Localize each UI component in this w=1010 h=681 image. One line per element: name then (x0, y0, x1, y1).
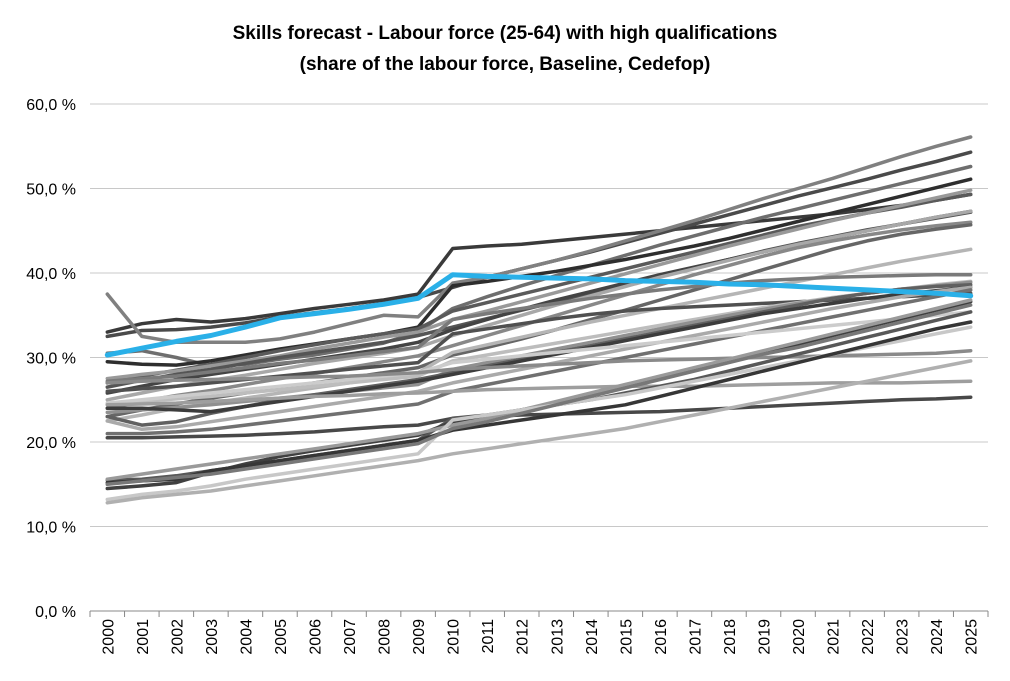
series-line-25 (105, 395, 973, 440)
series-line-30 (105, 359, 973, 505)
x-tick-label: 2014 (584, 619, 601, 655)
y-tick-label: 40,0 % (26, 266, 76, 283)
x-tick-label: 2019 (757, 619, 774, 655)
y-tick-label: 60,0 % (26, 97, 76, 114)
series-line-10 (105, 209, 973, 402)
y-tick-label: 50,0 % (26, 182, 76, 199)
x-tick-label: 2011 (480, 619, 497, 654)
x-tick-label: 2008 (377, 619, 394, 655)
x-tick-label: 2020 (791, 619, 808, 655)
y-axis-tick-labels: 0,0 % 10,0 % 20,0 % 30,0 % 40,0 % 50,0 % 60,0 … (26, 97, 76, 621)
x-tick-label: 2009 (411, 619, 428, 655)
x-tick-label: 2000 (100, 619, 117, 655)
x-tick-label: 2018 (722, 619, 739, 655)
x-tick-label: 2001 (135, 619, 152, 655)
x-tick-label: 2022 (860, 619, 877, 655)
series-line-22 (105, 310, 973, 405)
x-tick-label: 2012 (515, 619, 532, 655)
y-tick-label: 0,0 % (35, 604, 76, 621)
chart-subtitle: (share of the labour force, Baseline, Ce… (300, 54, 711, 75)
y-tick-label: 10,0 % (26, 520, 76, 537)
x-tick-label: 2015 (618, 619, 635, 655)
x-tick-label: 2010 (446, 619, 463, 655)
x-axis-tick-labels: 2000 2001 2002 2003 2004 2005 2006 2007 2008 2009… (100, 619, 980, 655)
x-tick-label: 2023 (895, 619, 912, 655)
x-tick-label: 2017 (687, 619, 704, 655)
x-tick-label: 2021 (826, 619, 843, 655)
x-tick-label: 2013 (549, 619, 566, 655)
x-tick-label: 2005 (273, 619, 290, 655)
x-tick-label: 2025 (964, 619, 981, 655)
x-axis (89, 610, 989, 617)
chart-title: Skills forecast - Labour force (25-64) w… (233, 23, 778, 44)
series-line-5 (105, 177, 973, 367)
series-line-31 (105, 320, 973, 485)
x-tick-label: 2004 (238, 619, 255, 655)
series-line-21 (105, 288, 973, 436)
x-tick-label: 2007 (342, 619, 359, 655)
x-tick-label: 2002 (169, 619, 186, 655)
series-line-14 (105, 272, 973, 383)
x-tick-label: 2006 (308, 619, 325, 655)
series-line-7 (105, 188, 973, 381)
series-lines (104, 135, 974, 505)
series-line-32 (105, 303, 973, 487)
highlighted-series-line (104, 272, 974, 358)
x-tick-label: 2003 (204, 619, 221, 655)
series-line-19 (105, 285, 973, 414)
y-tick-label: 30,0 % (26, 351, 76, 368)
x-tick-label: 2016 (653, 619, 670, 655)
series-line-3 (105, 135, 973, 345)
series-line-24 (105, 379, 973, 407)
x-tick-label: 2024 (929, 619, 946, 655)
y-tick-label: 20,0 % (26, 435, 76, 452)
